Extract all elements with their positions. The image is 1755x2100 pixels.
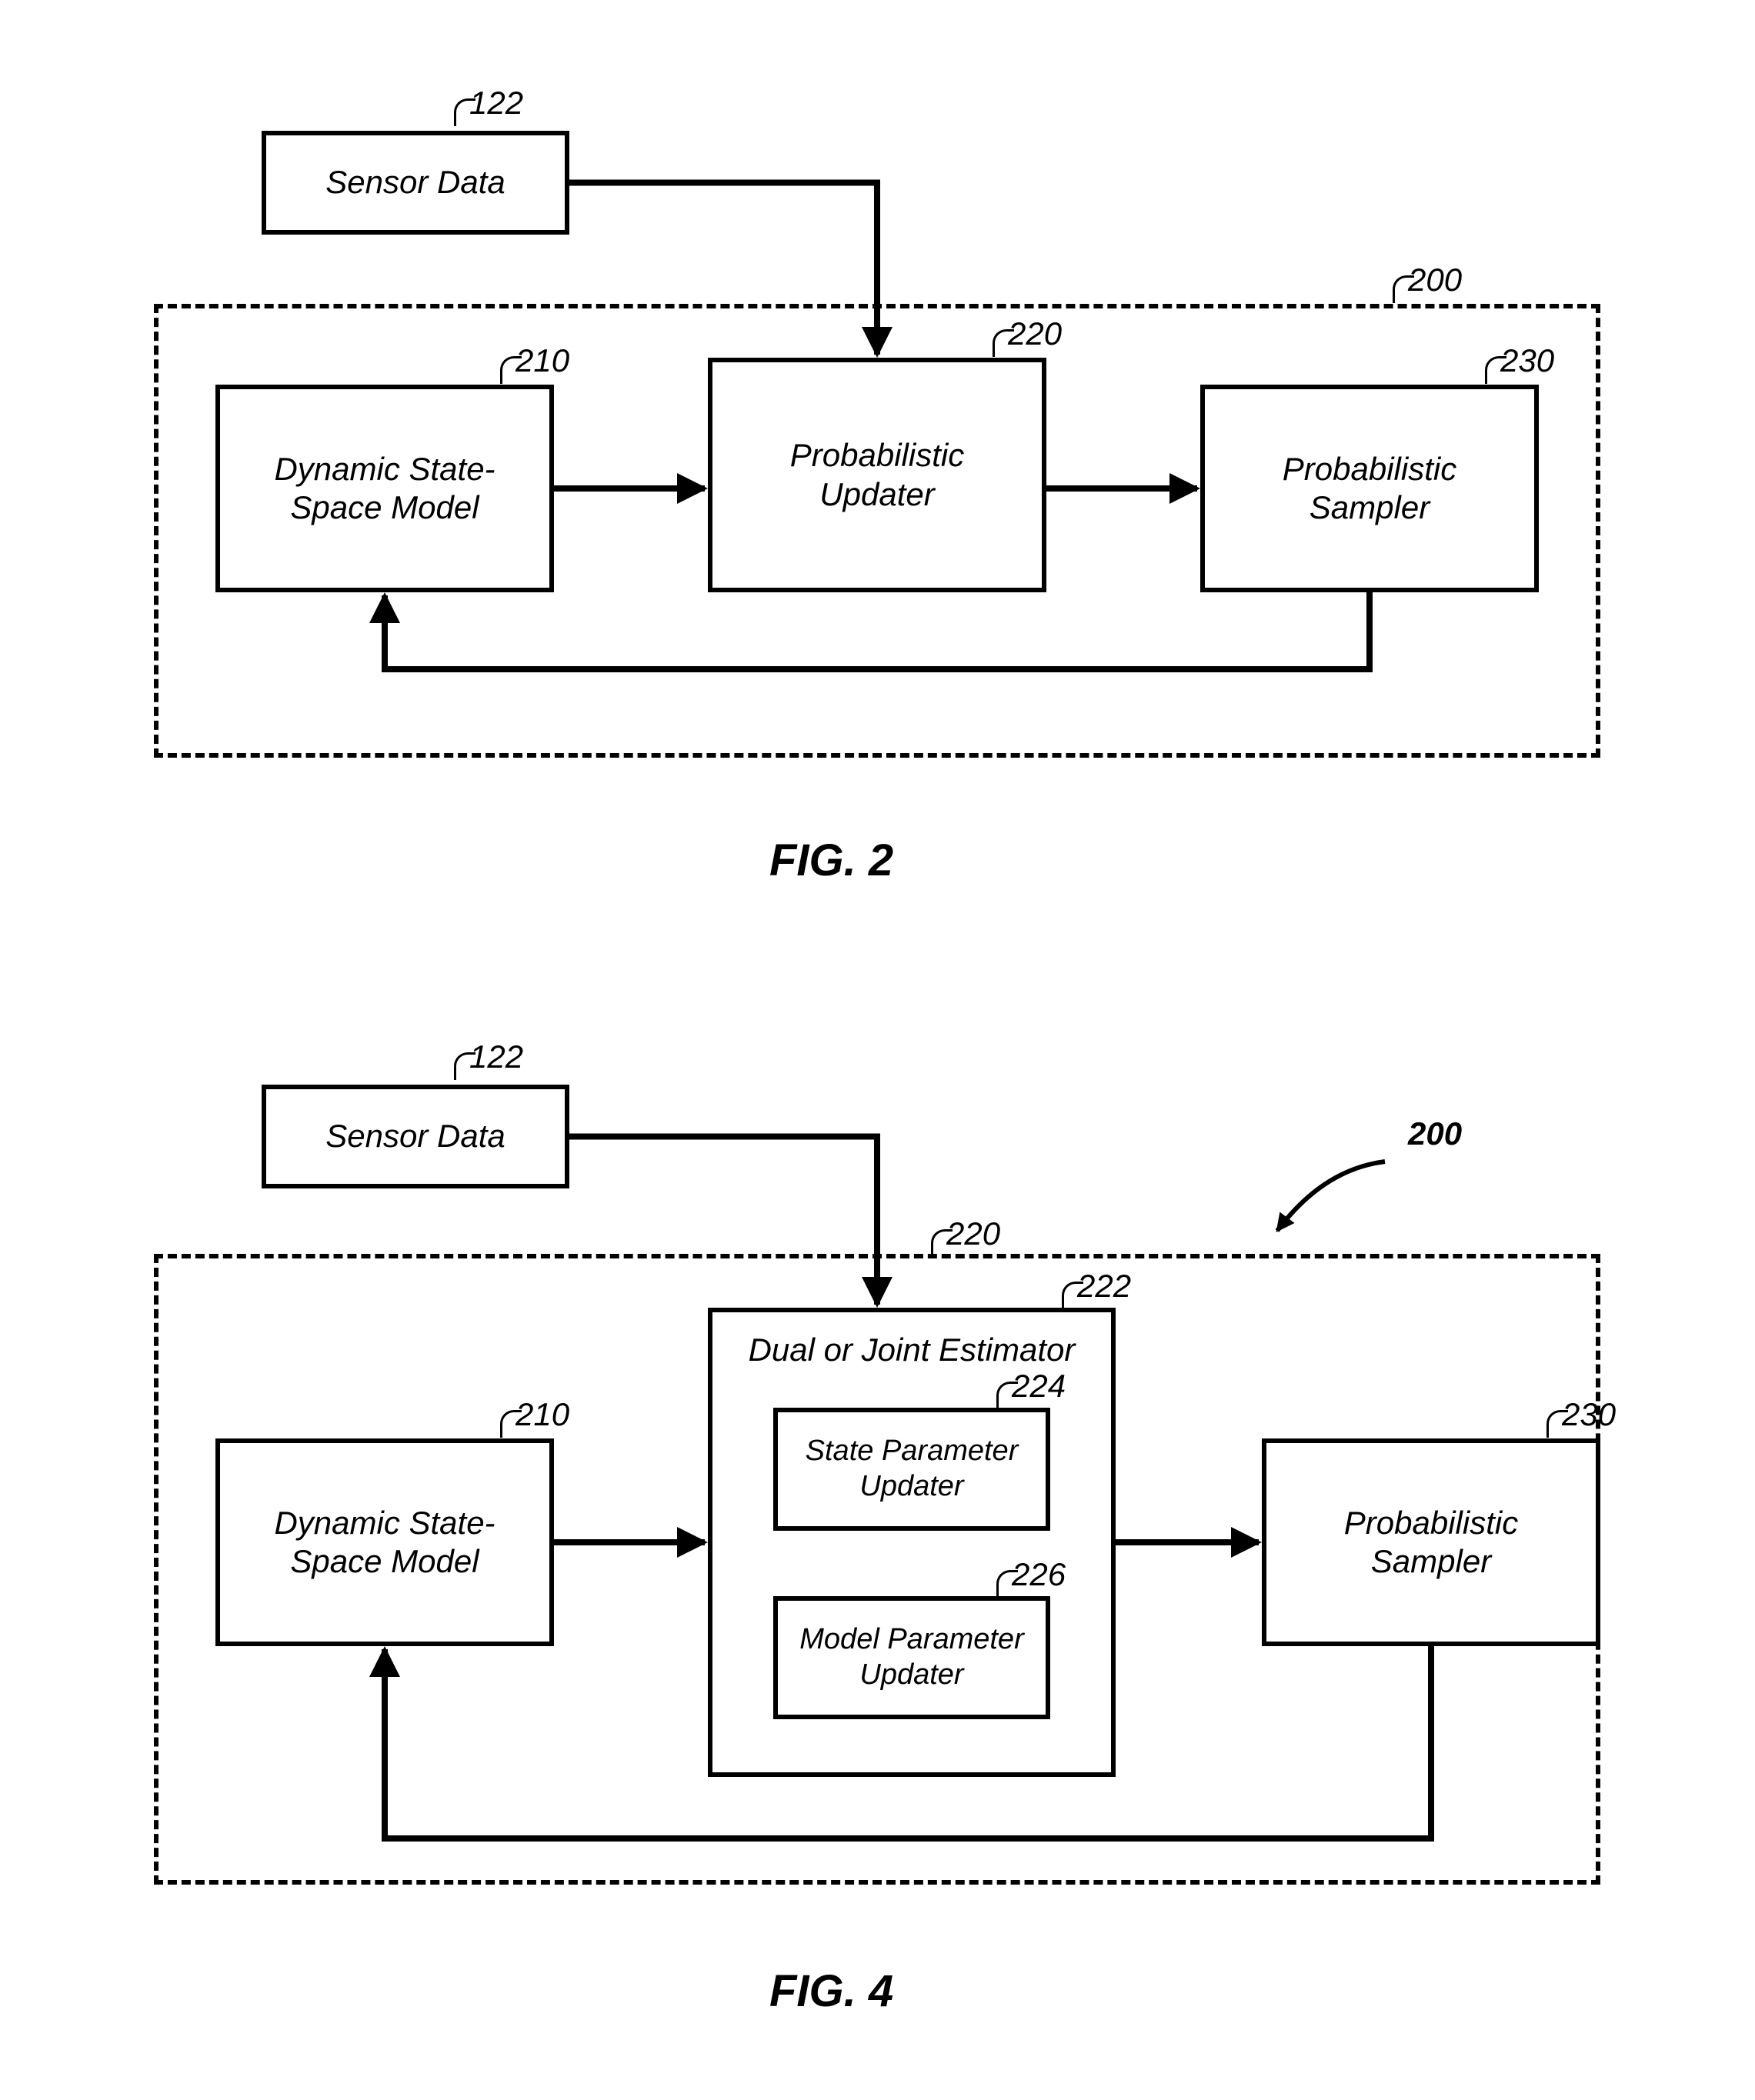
- fig4-sensor-data-box: Sensor Data: [262, 1085, 569, 1188]
- fig2-updater-box: ProbabilisticUpdater: [708, 358, 1046, 592]
- fig2-ref-122: 122: [469, 85, 523, 122]
- fig4-ref-122: 122: [469, 1038, 523, 1075]
- fig4-ref-226: 226: [1012, 1556, 1066, 1593]
- fig4-dssm-box: Dynamic State-Space Model: [215, 1438, 554, 1646]
- fig2-caption: FIG. 2: [769, 835, 893, 886]
- fig4-caption: FIG. 4: [769, 1965, 893, 2017]
- fig2-sensor-data-box: Sensor Data: [262, 131, 569, 235]
- fig2-ref-230: 230: [1500, 342, 1554, 379]
- fig4-sampler-box: ProbabilisticSampler: [1262, 1438, 1600, 1646]
- fig4-ref-210-tick: [500, 1410, 522, 1438]
- fig4-ref-220: 220: [946, 1215, 1000, 1252]
- fig4-ref-222: 222: [1077, 1268, 1131, 1305]
- fig4-ref-224-tick: [996, 1382, 1018, 1409]
- fig2-ref-230-tick: [1485, 356, 1506, 384]
- fig2-ref-210-tick: [500, 356, 522, 384]
- fig2-ref-220: 220: [1008, 315, 1062, 352]
- fig4-ref-122-tick: [454, 1052, 475, 1080]
- fig4-ref-226-tick: [996, 1570, 1018, 1598]
- fig2-ref-200: 200: [1408, 262, 1462, 298]
- fig4-state-param-updater-box: State ParameterUpdater: [773, 1408, 1050, 1531]
- fig4-ref-200-arrow: [1277, 1162, 1385, 1231]
- fig4-ref-224: 224: [1012, 1368, 1066, 1405]
- fig4-ref-230-tick: [1546, 1410, 1568, 1438]
- fig4-ref-200: 200: [1408, 1115, 1462, 1152]
- fig2-ref-220-tick: [993, 329, 1014, 357]
- fig4-ref-230: 230: [1562, 1396, 1616, 1433]
- fig2-dssm-box: Dynamic State-Space Model: [215, 385, 554, 592]
- fig4-ref-210: 210: [515, 1396, 569, 1433]
- fig4-ref-222-tick: [1062, 1282, 1083, 1309]
- fig4-ref-220-tick: [931, 1229, 953, 1257]
- fig2-ref-200-tick: [1393, 275, 1414, 303]
- fig2-sampler-box: ProbabilisticSampler: [1200, 385, 1539, 592]
- fig4-model-param-updater-box: Model ParameterUpdater: [773, 1596, 1050, 1719]
- fig2-ref-210: 210: [515, 342, 569, 379]
- fig2-ref-122-tick: [454, 98, 475, 126]
